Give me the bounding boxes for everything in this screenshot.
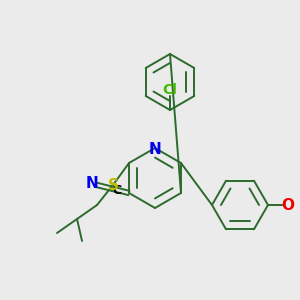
Text: O: O (281, 197, 295, 212)
Text: S: S (107, 178, 118, 193)
Text: C: C (112, 184, 122, 196)
Text: N: N (85, 176, 98, 191)
Text: Cl: Cl (163, 83, 177, 97)
Text: N: N (148, 142, 161, 157)
